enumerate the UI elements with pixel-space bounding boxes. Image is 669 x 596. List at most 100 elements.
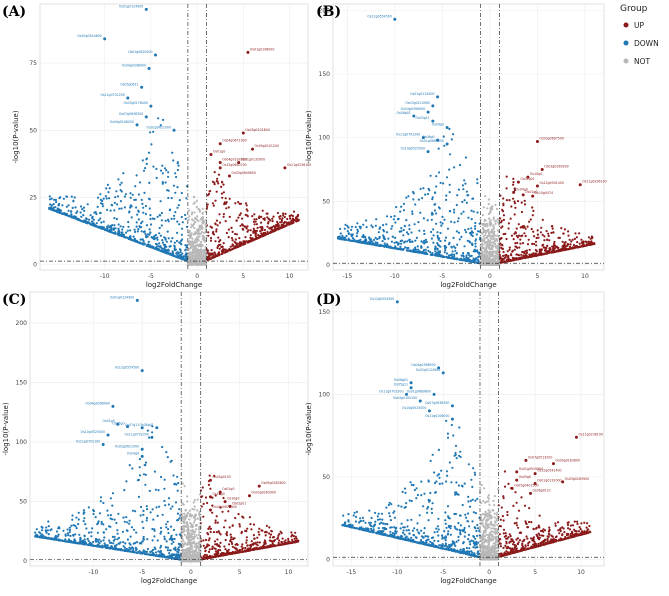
scatter-point-down — [72, 535, 74, 537]
scatter-point-down — [174, 192, 176, 194]
scatter-point-down — [178, 165, 180, 167]
scatter-point-not — [489, 242, 491, 244]
scatter-point-down — [446, 176, 448, 178]
scatter-point-up — [217, 224, 219, 226]
scatter-point-up — [507, 250, 509, 252]
scatter-point-down — [135, 199, 137, 201]
scatter-point-down — [171, 505, 173, 507]
scatter-point-down — [123, 234, 125, 236]
scatter-point-down — [471, 218, 473, 220]
scatter-point-down — [136, 174, 138, 176]
scatter-point-down — [162, 514, 164, 516]
scatter-point-not — [186, 500, 188, 502]
scatter-point-down — [438, 206, 440, 208]
scatter-point-down — [76, 527, 78, 529]
scatter-point-down — [149, 228, 151, 230]
scatter-point-down — [113, 209, 115, 211]
scatter-point-up — [228, 236, 230, 238]
scatter-point-up — [532, 210, 534, 212]
scatter-point-down — [96, 523, 98, 525]
scatter-point-down — [169, 538, 171, 540]
scatter-point-down — [136, 552, 138, 554]
scatter-point-down — [168, 220, 170, 222]
scatter-point-up — [216, 220, 218, 222]
scatter-point-down — [69, 531, 71, 533]
scatter-point-down — [174, 547, 176, 549]
scatter-point-down — [144, 551, 146, 553]
scatter-point-up — [277, 212, 279, 214]
scatter-point-down — [157, 216, 159, 218]
scatter-point-up — [242, 240, 244, 242]
scatter-point-down — [408, 224, 410, 226]
scatter-point-down — [477, 230, 479, 232]
scatter-point-down — [176, 557, 178, 559]
scatter-point-down — [449, 191, 451, 193]
scatter-point-not — [192, 264, 194, 266]
scatter-point-down — [184, 214, 186, 216]
scatter-point-down — [85, 527, 87, 529]
scatter-point-down — [57, 208, 59, 210]
scatter-point-down — [144, 464, 146, 466]
scatter-point-down — [390, 228, 392, 230]
scatter-point-up — [225, 207, 227, 209]
scatter-point-up — [506, 187, 508, 189]
scatter-point-down — [116, 203, 118, 205]
scatter-point-up — [222, 184, 224, 186]
scatter-point-up — [536, 237, 538, 239]
scatter-point-up — [521, 235, 523, 237]
scatter-point-down — [128, 238, 130, 240]
gene-label: Os10g0525000 — [401, 147, 425, 151]
scatter-point-up — [500, 247, 502, 249]
scatter-point-down — [162, 181, 164, 183]
scatter-point-up — [505, 238, 507, 240]
scatter-point-up — [546, 245, 548, 247]
scatter-point-down — [107, 225, 109, 227]
scatter-point-not — [493, 228, 495, 230]
scatter-point-down — [449, 210, 451, 212]
gene-label: Os01g0810900 — [128, 50, 152, 54]
scatter-point-down — [356, 229, 358, 231]
scatter-point-up — [520, 226, 522, 228]
scatter-point-down — [132, 194, 134, 196]
scatter-point-not — [189, 242, 191, 244]
scatter-point-down — [55, 201, 57, 203]
scatter-point-up — [502, 210, 504, 212]
scatter-point-down — [131, 239, 133, 241]
scatter-point-not — [192, 248, 194, 250]
scatter-point-not — [491, 241, 493, 243]
scatter-point-down — [71, 541, 73, 543]
scatter-point-down — [434, 248, 436, 250]
scatter-point-down — [172, 254, 174, 256]
scatter-point-up — [262, 210, 264, 212]
scatter-point-down — [452, 250, 454, 252]
scatter-point-down — [38, 531, 40, 533]
scatter-point-down — [95, 211, 97, 213]
scatter-point-down — [122, 172, 124, 174]
scatter-point-down — [179, 248, 181, 250]
scatter-point-down — [409, 241, 411, 243]
scatter-point-down — [150, 246, 152, 248]
scatter-point-down — [60, 539, 62, 541]
scatter-point-up — [225, 197, 227, 199]
scatter-point-down — [164, 479, 166, 481]
scatter-point-down — [134, 229, 136, 231]
scatter-point-down — [474, 249, 476, 251]
scatter-point-up — [516, 235, 518, 237]
scatter-point-not — [204, 250, 206, 252]
scatter-point-down — [129, 236, 131, 238]
scatter-point-down — [174, 211, 176, 213]
scatter-point-down — [124, 550, 126, 552]
scatter-point-down — [416, 237, 418, 239]
scatter-point-down — [160, 200, 162, 202]
scatter-point-up — [564, 228, 566, 230]
scatter-point-down — [399, 246, 401, 248]
scatter-point-down — [131, 205, 133, 207]
scatter-point-up — [207, 258, 209, 260]
scatter-point-down — [57, 539, 59, 541]
scatter-point-down — [379, 228, 381, 230]
scatter-point-down — [167, 456, 169, 458]
scatter-point-up — [514, 242, 516, 244]
scatter-point-down — [435, 212, 437, 214]
scatter-point-down — [403, 229, 405, 231]
scatter-point-up — [232, 231, 234, 233]
